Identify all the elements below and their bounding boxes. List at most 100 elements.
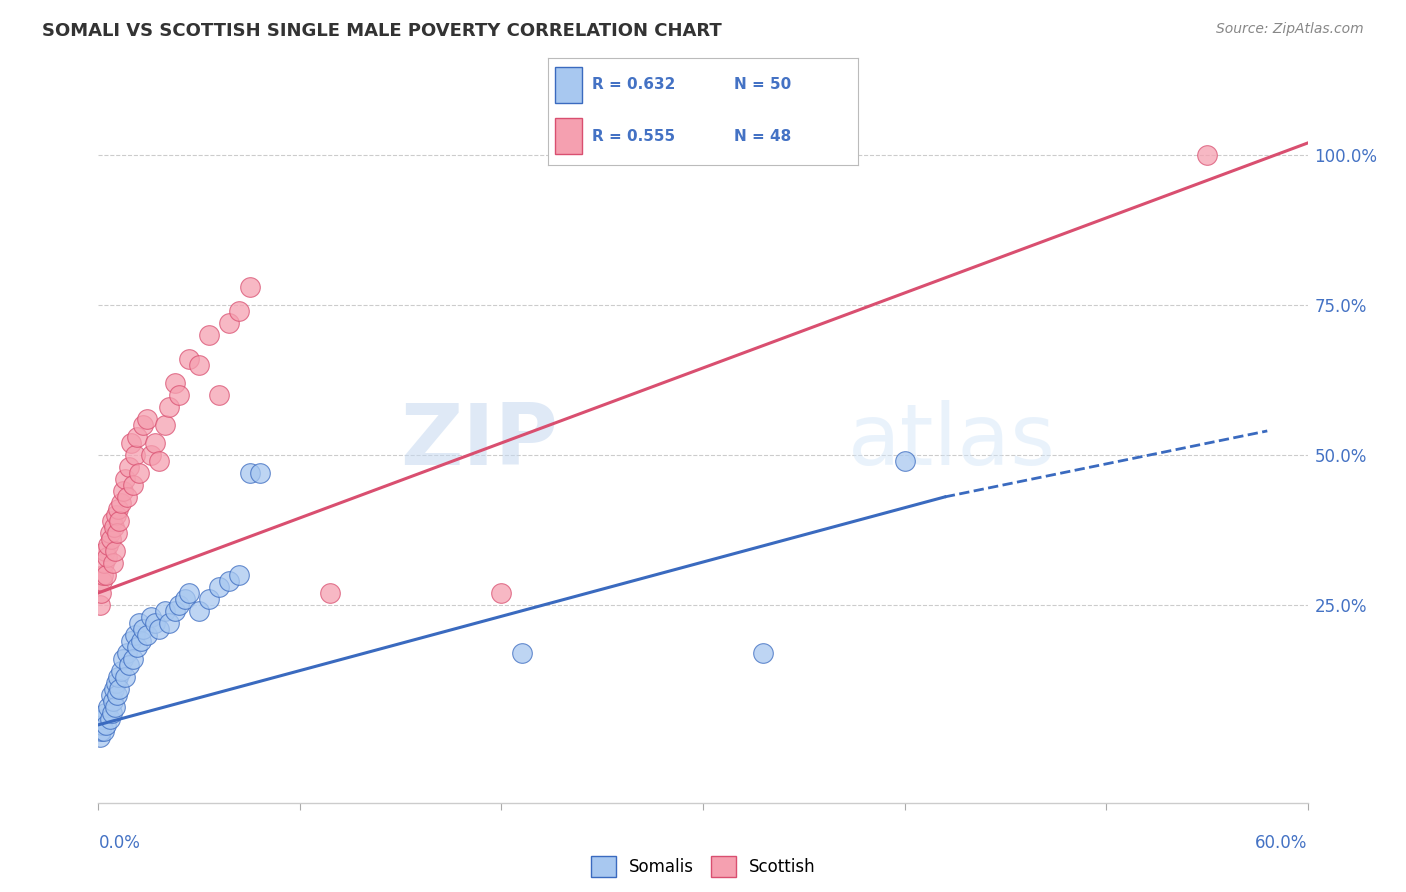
Text: 60.0%: 60.0% — [1256, 834, 1308, 852]
Text: N = 50: N = 50 — [734, 78, 792, 92]
Point — [111, 483, 134, 498]
Point — [135, 412, 157, 426]
Point — [228, 304, 250, 318]
Point — [105, 525, 128, 540]
Point — [89, 598, 111, 612]
Point — [89, 730, 111, 744]
Point — [157, 615, 180, 630]
Legend: Somalis, Scottish: Somalis, Scottish — [582, 848, 824, 885]
Text: R = 0.555: R = 0.555 — [592, 128, 675, 144]
Point — [118, 459, 141, 474]
Point — [97, 699, 120, 714]
Point — [218, 316, 240, 330]
Point — [103, 681, 125, 696]
Point — [239, 466, 262, 480]
Text: ZIP: ZIP — [401, 400, 558, 483]
Point — [188, 604, 211, 618]
Point — [107, 670, 129, 684]
Point — [491, 586, 513, 600]
Text: atlas: atlas — [848, 400, 1056, 483]
Point — [100, 532, 122, 546]
Point — [114, 472, 136, 486]
Point — [90, 586, 112, 600]
Text: Source: ZipAtlas.com: Source: ZipAtlas.com — [1216, 22, 1364, 37]
Point — [148, 622, 170, 636]
Point — [132, 417, 155, 432]
Point — [124, 628, 146, 642]
Point — [163, 376, 186, 390]
Point — [120, 436, 142, 450]
Point — [143, 436, 166, 450]
Point — [93, 567, 115, 582]
Point — [96, 567, 118, 582]
Point — [153, 604, 176, 618]
Point — [510, 646, 533, 660]
Point — [188, 358, 211, 372]
Point — [129, 633, 152, 648]
Point — [91, 574, 114, 588]
Point — [132, 622, 155, 636]
Text: N = 48: N = 48 — [734, 128, 792, 144]
Point — [114, 670, 136, 684]
Point — [167, 598, 190, 612]
Point — [93, 712, 115, 726]
Point — [93, 556, 115, 570]
Point — [125, 430, 148, 444]
Bar — [554, 118, 582, 154]
Point — [128, 615, 150, 630]
Point — [111, 652, 134, 666]
Point — [101, 694, 124, 708]
Point — [110, 496, 132, 510]
Point — [121, 478, 143, 492]
Point — [100, 706, 122, 720]
Point — [115, 490, 138, 504]
Point — [153, 417, 176, 432]
Point — [101, 556, 124, 570]
Point — [98, 525, 121, 540]
Text: R = 0.632: R = 0.632 — [592, 78, 675, 92]
Point — [1195, 148, 1218, 162]
Point — [249, 466, 271, 480]
Point — [208, 580, 231, 594]
Point — [96, 549, 118, 564]
Point — [239, 280, 262, 294]
Point — [157, 400, 180, 414]
Point — [125, 640, 148, 654]
Point — [110, 664, 132, 678]
Point — [115, 646, 138, 660]
Point — [167, 388, 190, 402]
Point — [107, 502, 129, 516]
Point — [218, 574, 240, 588]
Point — [94, 706, 117, 720]
Point — [103, 520, 125, 534]
Point — [143, 615, 166, 630]
Point — [90, 723, 112, 738]
Point — [120, 633, 142, 648]
Point — [100, 514, 122, 528]
Point — [100, 688, 122, 702]
Point — [107, 681, 129, 696]
Point — [96, 718, 118, 732]
Point — [139, 610, 162, 624]
Point — [752, 646, 775, 660]
Point — [893, 454, 915, 468]
Point — [228, 567, 250, 582]
Point — [163, 604, 186, 618]
Point — [104, 508, 127, 522]
Point — [124, 448, 146, 462]
Point — [104, 676, 127, 690]
Point — [121, 652, 143, 666]
Text: 0.0%: 0.0% — [98, 834, 141, 852]
Point — [91, 718, 114, 732]
Point — [118, 657, 141, 672]
Point — [97, 538, 120, 552]
Point — [103, 544, 125, 558]
Point — [174, 591, 197, 606]
Point — [107, 514, 129, 528]
Point — [105, 688, 128, 702]
Point — [98, 712, 121, 726]
Point — [94, 544, 117, 558]
Point — [103, 699, 125, 714]
Point — [135, 628, 157, 642]
Point — [198, 591, 221, 606]
